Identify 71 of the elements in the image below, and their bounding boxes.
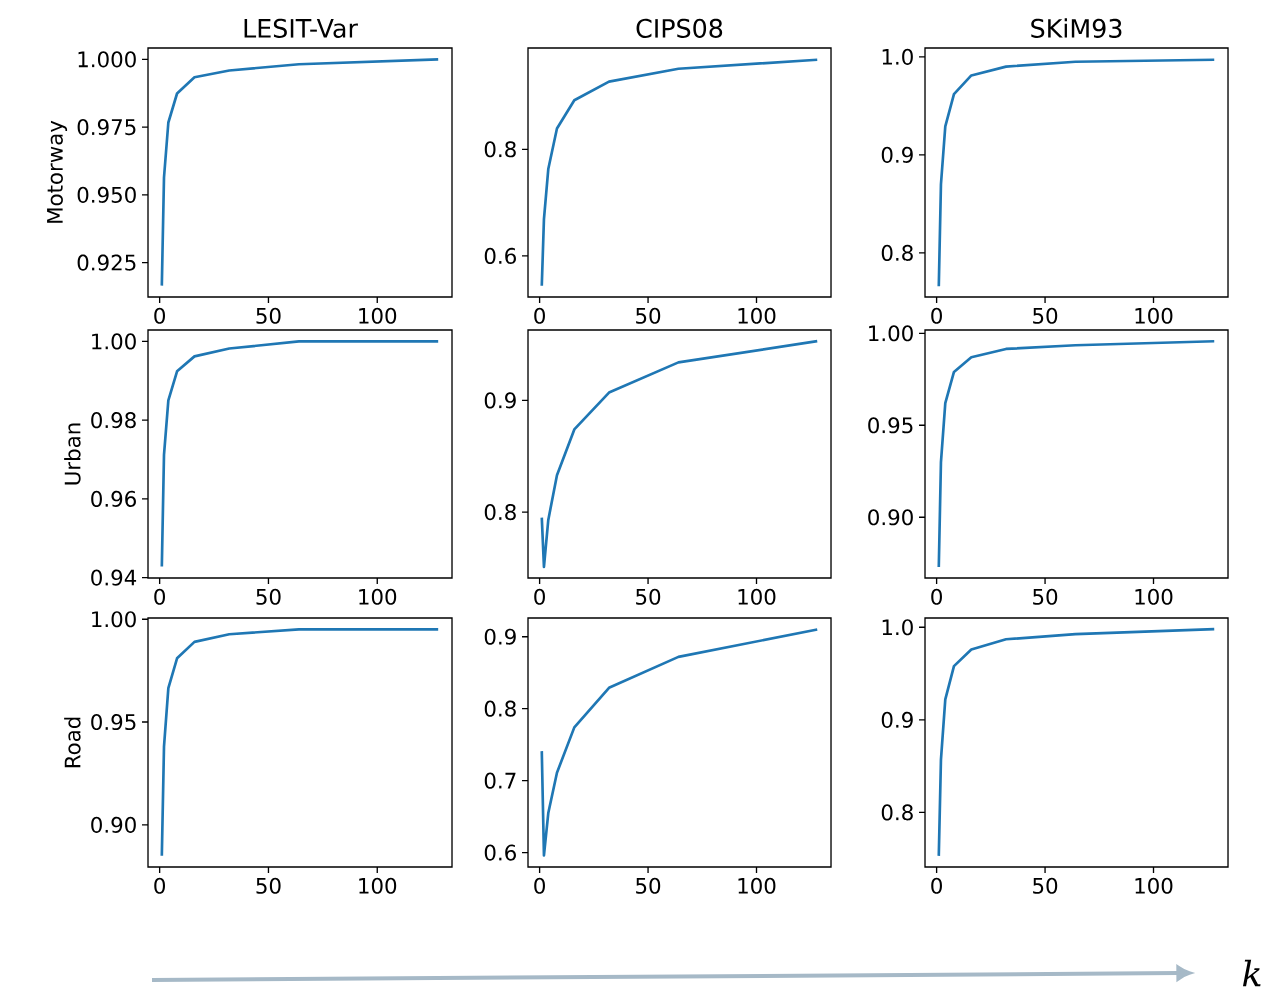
y-tick-label: 0.8 (881, 244, 913, 261)
y-tick-label: 0.950 (77, 186, 136, 203)
x-tick-label: 50 (256, 877, 281, 894)
text: k (1242, 959, 1261, 987)
y-tick-label: 0.94 (91, 569, 137, 586)
x-tick-label: 50 (1033, 588, 1058, 605)
y-tick-label: 0.8 (484, 141, 516, 158)
x-tick-label: 0 (931, 588, 942, 605)
x-tick-label: 50 (1033, 877, 1058, 894)
x-tick-label: 0 (154, 877, 166, 894)
x-tick-label: 100 (738, 307, 776, 324)
y-tick-label: 0.6 (484, 247, 516, 264)
y-tick-label: 0.9 (881, 711, 913, 728)
y-tick-label: 0.98 (91, 412, 136, 429)
y-tick-label: 1.0 (882, 619, 913, 636)
x-tick-label: 100 (359, 307, 397, 324)
x-tick-label: 50 (636, 307, 661, 324)
y-tick-label: 0.90 (868, 509, 913, 526)
x-tick-label: 100 (738, 877, 776, 894)
chart-title: LESIT-Var (244, 18, 358, 38)
line-series (937, 627, 1216, 858)
y-tick-label: 0.9 (484, 628, 516, 645)
line-series (540, 339, 819, 569)
x-tick-label: 50 (256, 307, 281, 324)
x-tick-label: 100 (359, 877, 397, 894)
x-tick-label: 100 (1135, 877, 1173, 894)
line-series (540, 58, 819, 288)
x-tick-label: 100 (738, 588, 776, 605)
line-series (937, 58, 1216, 288)
y-tick-label: 0.6 (484, 844, 516, 861)
y-tick-label: 0.8 (881, 804, 913, 821)
chart-title: SKiM93 (1031, 18, 1122, 38)
line-series (540, 628, 819, 857)
y-tick-label: 0.7 (484, 772, 516, 789)
y-tick-label: 1.00 (92, 333, 136, 350)
x-tick-label: 0 (154, 588, 166, 605)
x-tick-label: 0 (534, 877, 545, 894)
y-tick-label: 0.8 (484, 504, 516, 521)
x-tick-label: 100 (359, 588, 397, 605)
y-tick-label: 1.000 (78, 51, 136, 68)
y-tick-label: 1.00 (92, 611, 136, 628)
x-tick-label: 0 (534, 307, 545, 324)
x-tick-label: 50 (636, 877, 661, 894)
y-tick-label: 0.8 (484, 700, 516, 717)
chart-title: CIPS08 (636, 18, 723, 38)
x-tick-label: 50 (256, 588, 281, 605)
x-tick-label: 100 (1135, 307, 1173, 324)
y-tick-label: 0.9 (881, 146, 913, 163)
x-tick-label: 100 (1135, 588, 1173, 605)
y-tick-label: 0.90 (91, 816, 136, 833)
y-tick-label: 0.95 (868, 417, 913, 434)
y-tick-label: 1.00 (869, 325, 913, 342)
y-axis-title: Urban (64, 423, 81, 485)
y-tick-label: 0.975 (77, 119, 136, 136)
y-tick-label: 0.9 (484, 392, 516, 409)
x-tick-label: 50 (1033, 307, 1058, 324)
y-tick-label: 0.925 (77, 254, 136, 271)
x-tick-label: 0 (154, 307, 166, 324)
x-tick-label: 50 (636, 588, 661, 605)
x-tick-label: 0 (534, 588, 545, 605)
line-series (160, 627, 440, 858)
y-tick-label: 0.96 (91, 490, 136, 507)
x-tick-label: 0 (931, 877, 942, 894)
y-axis-title: Motorway (47, 120, 68, 223)
y-axis-title: Road (64, 717, 81, 768)
line-series (160, 58, 440, 287)
line-series (160, 340, 440, 568)
x-tick-label: 0 (931, 307, 942, 324)
y-tick-label: 1.0 (882, 48, 913, 65)
line-series (937, 339, 1216, 569)
y-tick-label: 0.95 (91, 713, 136, 731)
